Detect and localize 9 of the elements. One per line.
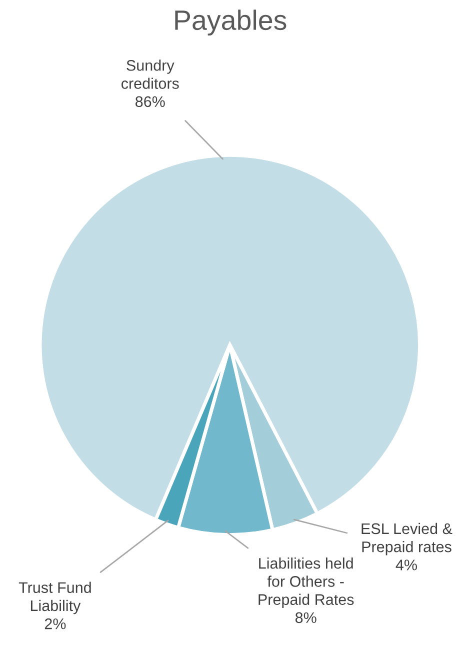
slice-label: Sundry creditors — [122, 60, 179, 89]
data-label: 4% — [396, 560, 417, 570]
slice-label: Trust Fund Liability — [18, 582, 91, 614]
slice-label: ESL Levied & Prepaid rates — [362, 522, 452, 556]
data-label: 8% — [295, 612, 316, 624]
data-label: 86% — [136, 96, 165, 108]
slice-label: Liabilities held for Others - Prepaid Rates — [258, 558, 354, 608]
chart-title: Payables — [175, 10, 286, 36]
data-label: 2% — [44, 618, 66, 630]
